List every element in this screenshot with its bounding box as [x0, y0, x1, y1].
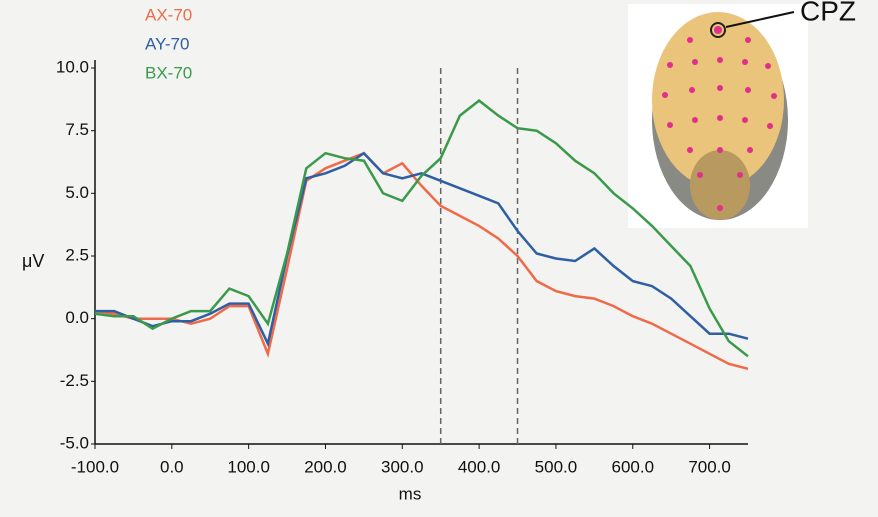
x-tick-label: 200.0 [304, 457, 347, 476]
y-tick-label: 2.5 [65, 245, 89, 264]
y-tick-label: 5.0 [65, 183, 89, 202]
x-tick-label: 700.0 [688, 457, 731, 476]
y-tick-label: -5.0 [60, 433, 89, 452]
legend-label: BX-70 [145, 63, 192, 82]
annotation: CPZ [800, 0, 856, 26]
y-tick-label: 0.0 [65, 308, 89, 327]
x-tick-label: -100.0 [71, 457, 119, 476]
legend-label: AY-70 [145, 34, 189, 53]
x-tick-label: 600.0 [611, 457, 654, 476]
x-tick-label: 0.0 [160, 457, 184, 476]
x-tick-label: 400.0 [458, 457, 501, 476]
x-tick-label: 300.0 [381, 457, 424, 476]
legend-label: AX-70 [145, 5, 192, 24]
y-tick-label: -2.5 [60, 371, 89, 390]
y-tick-label: 10.0 [56, 57, 89, 76]
x-axis-label: ms [399, 484, 422, 503]
x-tick-label: 100.0 [227, 457, 270, 476]
y-axis-label: μV [22, 251, 44, 271]
y-tick-label: 7.5 [65, 120, 89, 139]
x-tick-label: 500.0 [535, 457, 578, 476]
chart: CPZ μV ms -5.0 -2.5 0.0 2.5 5.0 7.5 10.0 -100.0… [0, 0, 878, 512]
head-figure [628, 4, 808, 228]
